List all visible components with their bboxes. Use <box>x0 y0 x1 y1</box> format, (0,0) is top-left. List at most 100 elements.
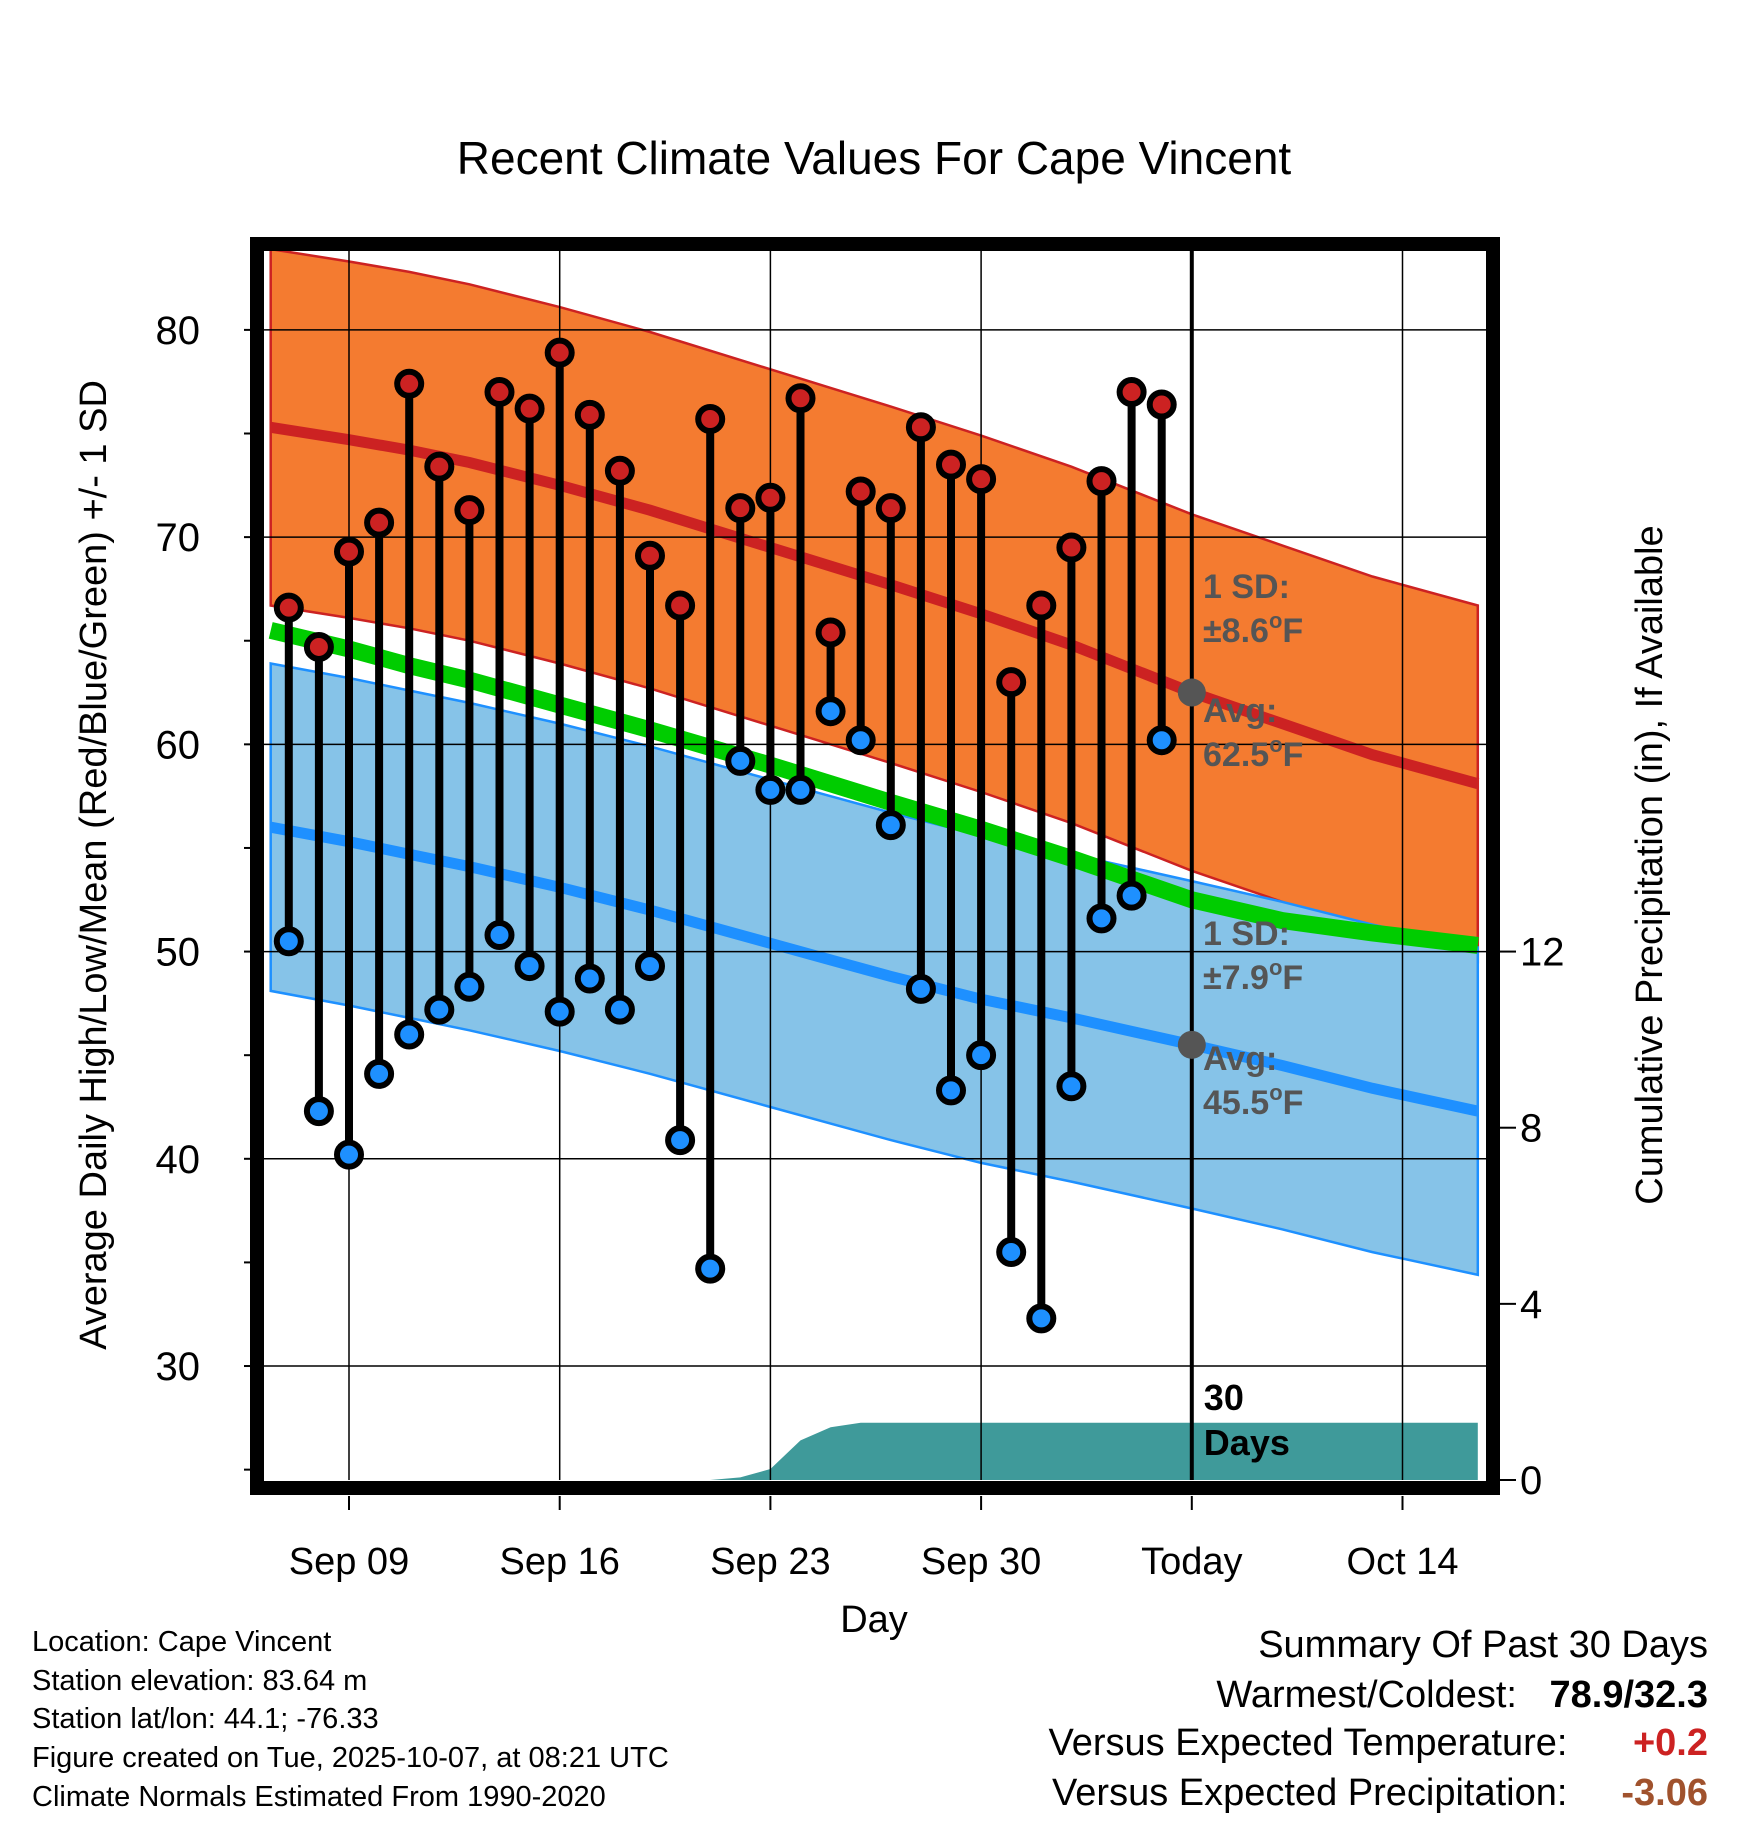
summary-warm-cold-label: Warmest/Coldest: <box>1216 1674 1517 1716</box>
high-point <box>815 617 846 648</box>
x-tick-label: Oct 14 <box>1347 1541 1459 1583</box>
high-point <box>1086 466 1117 497</box>
low-point <box>905 973 936 1004</box>
y-tick-label: 60 <box>156 723 201 767</box>
x-tick-label: Sep 16 <box>499 1541 619 1583</box>
summary-warm-cold-value: 78.9/32.3 <box>1549 1674 1708 1716</box>
y-axis-label: Average Daily High/Low/Mean (Red/Blue/Gr… <box>73 380 115 1350</box>
high-point <box>454 495 485 526</box>
high-normal-line <box>269 421 1480 790</box>
info-location: Location: Cape Vincent <box>32 1626 332 1658</box>
low-point <box>966 1040 997 1071</box>
low-sd-label: 1 SD: <box>1203 915 1290 953</box>
high-point <box>695 403 726 434</box>
chart-title: Recent Climate Values For Cape Vincent <box>457 132 1292 184</box>
high-point <box>334 536 364 567</box>
low-point <box>484 919 515 950</box>
x-tick-label: Sep 23 <box>710 1541 830 1583</box>
low-point <box>1086 903 1117 934</box>
y-tick-label: 40 <box>156 1138 201 1182</box>
low-point <box>665 1125 696 1156</box>
high-sd-label: 1 SD: <box>1203 568 1290 606</box>
x-tick-label: Sep 09 <box>289 1541 409 1583</box>
high-point <box>303 631 334 662</box>
low-point <box>936 1075 966 1106</box>
y-tick-label: 80 <box>156 309 201 353</box>
y-tick-label: 30 <box>156 1345 201 1389</box>
summary-temp: Versus Expected Temperature: +0.2 <box>1049 1722 1708 1765</box>
summary-temp-value: +0.2 <box>1632 1722 1708 1764</box>
high-point <box>484 377 515 408</box>
mean-normal-line <box>268 622 1479 954</box>
low-point <box>845 725 876 756</box>
y2-tick-label: 12 <box>1520 931 1565 975</box>
info-created: Figure created on Tue, 2025-10-07, at 08… <box>32 1742 669 1774</box>
low-point <box>1146 725 1177 756</box>
summary-warm-cold: Warmest/Coldest: 78.9/32.3 <box>1216 1674 1708 1717</box>
high-point <box>936 449 966 480</box>
info-normals: Climate Normals Estimated From 1990-2020 <box>32 1781 606 1813</box>
summary-precip-value: -3.06 <box>1621 1772 1708 1814</box>
y2-tick-label: 4 <box>1520 1283 1542 1327</box>
high-point <box>845 476 876 507</box>
high-point <box>905 412 936 443</box>
high-point <box>544 337 575 368</box>
high-point <box>755 482 786 513</box>
high-point <box>665 590 696 621</box>
low-point <box>604 994 635 1025</box>
high-avg-marker <box>1177 678 1206 707</box>
x-tick-label: Today <box>1141 1541 1242 1583</box>
plot-frame <box>250 237 1500 1495</box>
low-avg-value: 45.5oF <box>1203 1080 1303 1122</box>
high-point <box>1146 389 1177 420</box>
high-point <box>424 451 455 482</box>
precip-area <box>262 1422 1478 1480</box>
high-point <box>364 507 395 538</box>
x-tick-label: Sep 30 <box>921 1541 1041 1583</box>
low-point <box>1116 880 1147 911</box>
low-point <box>785 774 816 805</box>
today-days-label-1: 30 <box>1204 1377 1244 1418</box>
y2-axis-label: Cumulative Precipitation (in), If Availa… <box>1629 525 1671 1204</box>
high-sd-value: ±8.6oF <box>1203 608 1303 650</box>
low-point <box>424 994 455 1025</box>
summary-precip-label: Versus Expected Precipitation: <box>1052 1772 1568 1814</box>
low-normal-line <box>269 821 1479 1117</box>
low-point <box>514 951 545 982</box>
high-point <box>785 383 816 414</box>
high-point <box>635 540 665 571</box>
low-avg-label: Avg: <box>1203 1040 1277 1078</box>
low-point <box>574 963 605 994</box>
low-point <box>303 1096 334 1127</box>
low-point <box>273 926 304 957</box>
low-point <box>364 1058 395 1089</box>
high-avg-label: Avg: <box>1203 692 1277 730</box>
summary-temp-label: Versus Expected Temperature: <box>1048 1722 1568 1764</box>
high-point <box>996 667 1027 698</box>
high-point <box>725 493 756 524</box>
low-sd-value: ±7.9oF <box>1203 955 1303 997</box>
high-point <box>604 455 635 486</box>
low-point <box>1026 1303 1057 1334</box>
x-axis-label: Day <box>840 1599 908 1641</box>
summary-precip: Versus Expected Precipitation: -3.06 <box>1052 1772 1708 1815</box>
low-point <box>544 996 575 1027</box>
high-point <box>966 464 997 495</box>
low-point <box>725 745 756 776</box>
high-point <box>574 399 605 430</box>
info-elevation: Station elevation: 83.64 m <box>32 1665 368 1697</box>
high-point <box>1026 590 1057 621</box>
low-avg-marker <box>1177 1030 1206 1059</box>
high-point <box>394 368 425 399</box>
low-point <box>635 951 665 982</box>
high-point <box>273 592 304 623</box>
y2-tick-label: 0 <box>1520 1459 1542 1503</box>
low-point <box>996 1237 1027 1268</box>
low-point <box>695 1253 726 1284</box>
low-point <box>1056 1071 1087 1102</box>
high-avg-value: 62.5oF <box>1203 732 1303 774</box>
low-point <box>334 1139 364 1170</box>
summary-title: Summary Of Past 30 Days <box>1258 1624 1708 1666</box>
high-point <box>514 393 545 424</box>
high-point <box>1116 377 1147 408</box>
